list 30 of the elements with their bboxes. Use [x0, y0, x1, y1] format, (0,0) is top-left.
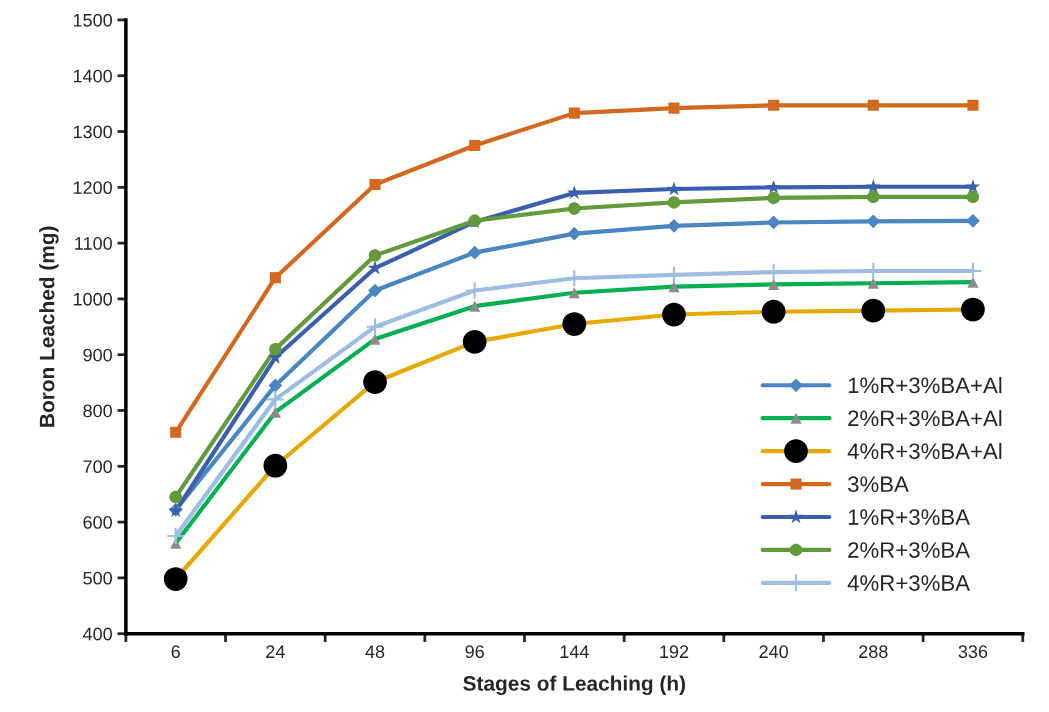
- x-tick-label: 6: [171, 645, 180, 659]
- y-tick-label: 600: [83, 516, 112, 529]
- y-tick-label: 700: [83, 460, 112, 474]
- legend-label: 1%R+3%BA+Al: [848, 376, 1002, 394]
- x-tick-label: 288: [859, 645, 888, 659]
- y-tick-label: 1400: [73, 69, 112, 83]
- x-tick-label: 144: [560, 645, 589, 658]
- legend-label: 2%R+3%BA: [848, 542, 970, 558]
- legend-label: 3%BA: [847, 476, 909, 493]
- y-tick-label: 1500: [73, 13, 112, 27]
- legend-label: 1%R+3%BA: [848, 509, 970, 525]
- y-tick-label: 1300: [73, 125, 112, 139]
- x-tick-label: 192: [660, 645, 689, 659]
- legend-label: 4%R+3%BA: [847, 575, 970, 591]
- y-tick-label: 500: [83, 571, 112, 585]
- y-axis-title: Boron Leached (mg): [39, 226, 59, 427]
- x-tick-label: 336: [958, 645, 988, 659]
- y-tick-label: 1200: [73, 181, 112, 195]
- x-axis-title: Stages of Leaching (h): [463, 675, 685, 696]
- x-tick-label: 96: [465, 645, 484, 659]
- y-tick-label: 900: [83, 348, 112, 362]
- x-tick-label: 24: [266, 645, 285, 658]
- y-tick-label: 1100: [75, 237, 112, 250]
- legend-label: 2%R+3%BA+Al: [848, 409, 1002, 427]
- x-tick-label: 240: [759, 645, 788, 659]
- legend-label: 4%R+3%BA+Al: [847, 442, 1002, 460]
- y-tick-label: 400: [82, 627, 112, 641]
- y-tick-label: 1000: [73, 292, 112, 306]
- x-tick-label: 48: [365, 645, 385, 659]
- y-tick-label: 800: [83, 404, 112, 418]
